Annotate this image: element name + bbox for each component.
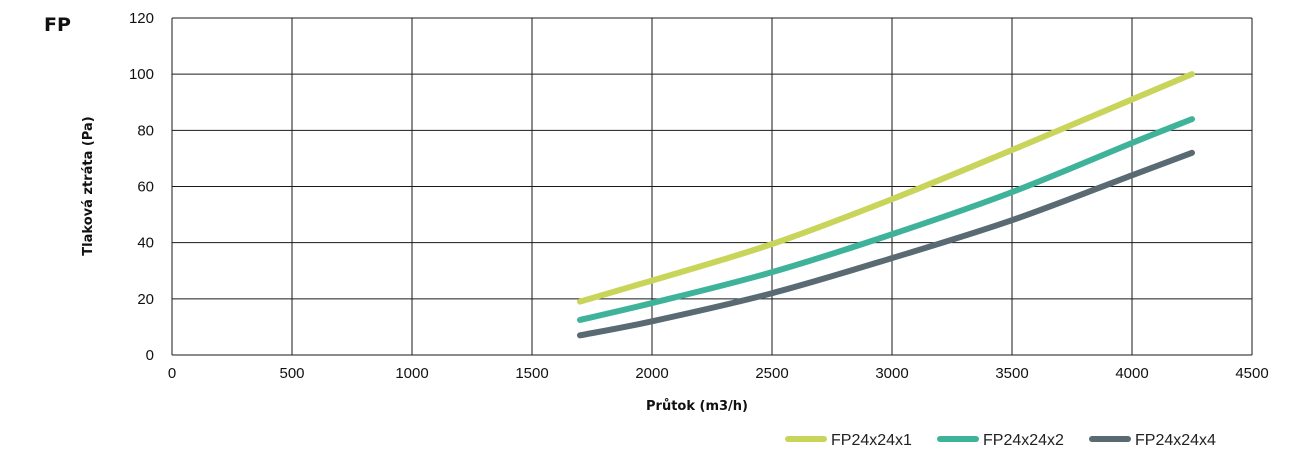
y-tick-label: 100 bbox=[129, 66, 154, 83]
x-tick-label: 1000 bbox=[395, 365, 428, 382]
x-tick-label: 4500 bbox=[1235, 365, 1268, 382]
x-tick-labels: 0 500 1000 1500 2000 2500 3000 3500 4000 4500 bbox=[168, 365, 1269, 382]
x-axis-label: Průtok (m3/h) bbox=[646, 399, 748, 414]
series-line-fp24x24x2 bbox=[577, 116, 1195, 323]
y-tick-label: 0 bbox=[146, 347, 154, 364]
x-tick-label: 3500 bbox=[995, 365, 1028, 382]
series-line-fp24x24x1 bbox=[577, 71, 1195, 305]
x-tick-label: 0 bbox=[168, 365, 176, 382]
y-tick-label: 40 bbox=[137, 235, 154, 252]
y-tick-label: 80 bbox=[137, 122, 154, 139]
legend: FP24x24x1 FP24x24x2 FP24x24x4 bbox=[785, 432, 1216, 449]
y-tick-label: 120 bbox=[129, 10, 154, 27]
x-tick-label: 1500 bbox=[515, 365, 548, 382]
x-tick-label: 2500 bbox=[755, 365, 788, 382]
y-tick-label: 20 bbox=[137, 291, 154, 308]
legend-label: FP24x24x2 bbox=[983, 432, 1064, 449]
legend-label: FP24x24x4 bbox=[1135, 432, 1216, 449]
series-lines bbox=[577, 71, 1195, 339]
x-tick-label: 3000 bbox=[875, 365, 908, 382]
y-tick-labels: 0 20 40 60 80 100 120 bbox=[129, 10, 154, 364]
chart-title: FP bbox=[44, 14, 71, 36]
series-line-fp24x24x4 bbox=[577, 149, 1195, 339]
x-tick-label: 2000 bbox=[635, 365, 668, 382]
legend-label: FP24x24x1 bbox=[831, 432, 912, 449]
grid bbox=[171, 17, 1253, 356]
y-tick-label: 60 bbox=[137, 179, 154, 196]
x-tick-label: 4000 bbox=[1115, 365, 1148, 382]
x-tick-label: 500 bbox=[279, 365, 304, 382]
y-axis-label: Tlaková ztráta (Pa) bbox=[81, 116, 96, 255]
